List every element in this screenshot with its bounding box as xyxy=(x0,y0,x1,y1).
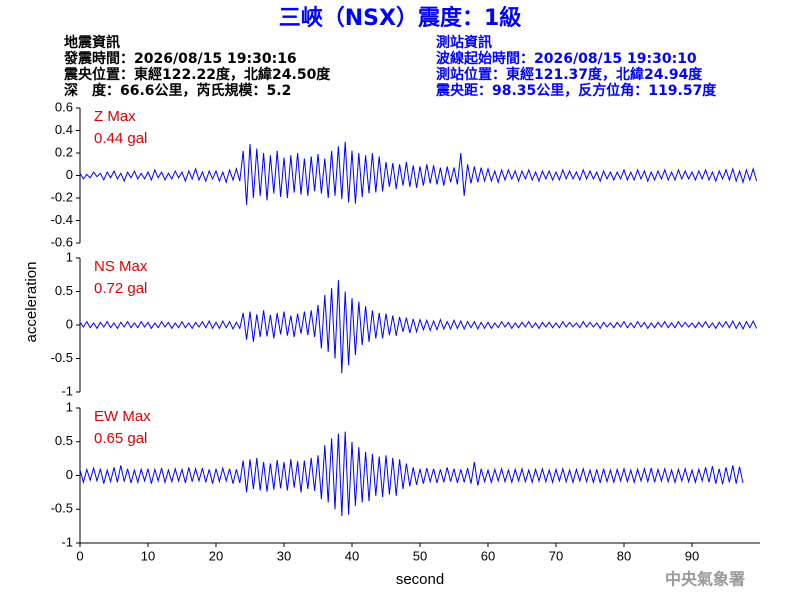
y-tick-label: -0.4 xyxy=(51,212,73,227)
waveform xyxy=(79,280,758,374)
info-line: 震央距：98.35公里，反方位角：119.57度 xyxy=(435,82,717,99)
x-tick-label: 30 xyxy=(277,548,291,563)
footer: 中央氣象署 xyxy=(665,570,745,589)
y-tick-label: 1 xyxy=(66,249,73,264)
y-tick-label: 0.4 xyxy=(55,122,73,137)
y-tick-label: 0 xyxy=(66,467,73,482)
info-line: 震央位置：東經122.22度，北緯24.50度 xyxy=(63,66,331,83)
info-line: 波線起始時間：2026/08/15 19:30:10 xyxy=(436,50,697,67)
y-tick-label: -0.2 xyxy=(51,189,73,204)
y-tick-label: 0.6 xyxy=(55,99,73,114)
x-tick-label: 40 xyxy=(345,548,359,563)
panel-title: NS Max xyxy=(94,258,148,275)
y-tick-label: 0 xyxy=(66,316,73,331)
x-tick-label: 90 xyxy=(685,548,699,563)
panel-title: Z Max xyxy=(94,108,136,125)
y-tick-label: -0.5 xyxy=(51,350,73,365)
info-line: 測站資訊 xyxy=(436,34,492,51)
x-tick-label: 60 xyxy=(481,548,495,563)
y-tick-label: -1 xyxy=(61,534,73,549)
panel-annotation: 0.72 gal xyxy=(94,280,147,297)
y-tick-label: -0.5 xyxy=(51,501,73,516)
x-axis-label: second xyxy=(396,571,444,588)
y-tick-label: -1 xyxy=(61,383,73,398)
chart-title: 三峽（NSX）震度：1級 xyxy=(279,5,522,31)
y-tick-label: 0.5 xyxy=(55,433,73,448)
info-line: 發震時間：2026/08/15 19:30:16 xyxy=(63,50,297,67)
info-line: 地震資訊 xyxy=(64,34,120,51)
x-tick-label: 0 xyxy=(76,548,83,563)
x-tick-label: 10 xyxy=(141,548,155,563)
info-line: 測站位置：東經121.37度，北緯24.94度 xyxy=(436,66,703,83)
panel-title: EW Max xyxy=(94,408,151,425)
panel-annotation: 0.44 gal xyxy=(94,130,147,147)
y-tick-label: 1 xyxy=(66,399,73,414)
x-tick-label: 20 xyxy=(209,548,223,563)
y-tick-label: 0 xyxy=(66,167,73,182)
info-line: 深 度：66.6公里，芮氏規模：5.2 xyxy=(64,82,291,99)
panel-annotation: 0.65 gal xyxy=(94,430,147,447)
x-tick-label: 80 xyxy=(617,548,631,563)
y-tick-label: -0.6 xyxy=(51,234,73,249)
y-tick-label: 0.2 xyxy=(55,144,73,159)
y-axis-label: acceleration xyxy=(23,262,40,343)
x-tick-label: 70 xyxy=(549,548,563,563)
waveform xyxy=(79,431,744,517)
y-tick-label: 0.5 xyxy=(55,283,73,298)
waveform xyxy=(79,141,758,205)
x-tick-label: 50 xyxy=(413,548,427,563)
